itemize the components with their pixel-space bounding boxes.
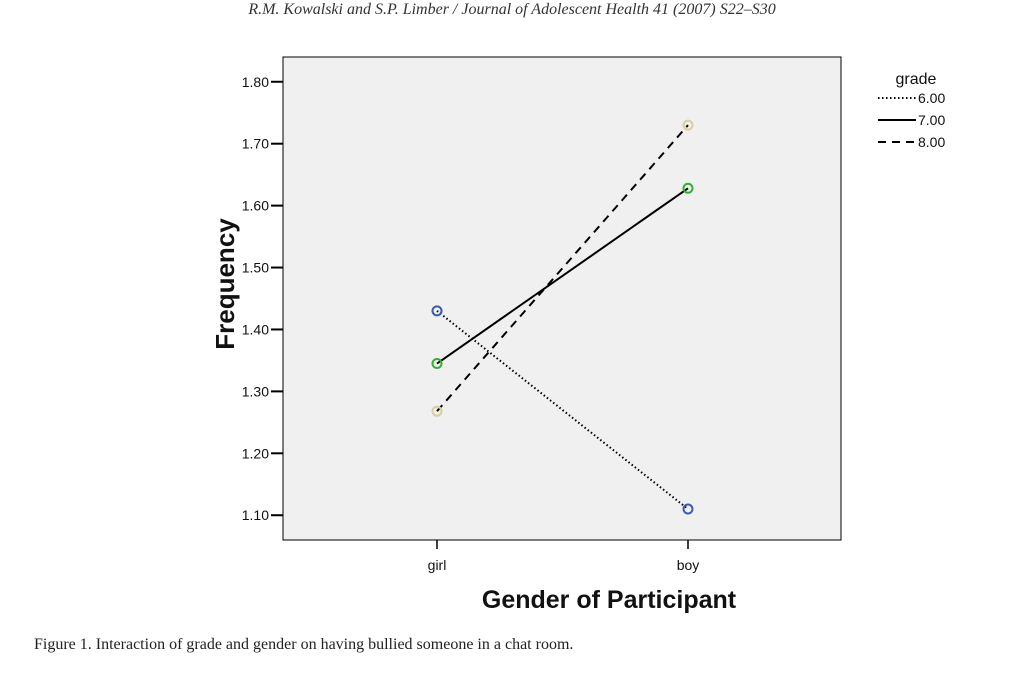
data-point-grade-8.00-boy — [682, 119, 694, 131]
y-tick-label: 1.80 — [242, 74, 269, 90]
data-point-grade-6.00-boy — [682, 503, 694, 515]
legend-label-grade-7.00: 7.00 — [918, 112, 945, 128]
y-tick-label: 1.10 — [242, 507, 269, 523]
series-line-grade-7.00 — [436, 187, 689, 365]
x-tick-label-boy: boy — [677, 557, 700, 573]
legend-label-grade-8.00: 8.00 — [918, 134, 945, 150]
y-tick-label: 1.30 — [242, 383, 269, 399]
data-point-grade-6.00-girl — [431, 305, 443, 317]
series-line-grade-6.00 — [436, 310, 689, 510]
legend-title: grade — [896, 71, 937, 88]
figure-caption: Figure 1. Interaction of grade and gende… — [34, 636, 574, 653]
series-line-grade-8.00 — [436, 124, 689, 412]
y-axis-title: Frequency — [210, 218, 240, 350]
x-axis: girl boy — [428, 540, 700, 573]
x-axis-title: Gender of Participant — [482, 586, 737, 614]
y-axis: 1.10 1.20 1.30 1.40 1.50 1.60 1.70 1.80 — [242, 74, 283, 523]
y-tick-label: 1.20 — [242, 445, 269, 461]
y-tick-label: 1.40 — [242, 321, 269, 337]
data-point-grade-8.00-girl — [431, 405, 443, 417]
y-tick-label: 1.50 — [242, 260, 269, 276]
y-tick-label: 1.70 — [242, 136, 269, 152]
plot-area — [282, 56, 842, 541]
series-group — [431, 119, 694, 515]
data-point-grade-7.00-boy — [682, 182, 694, 194]
y-tick-label: 1.60 — [242, 198, 269, 214]
x-tick-label-girl: girl — [428, 557, 447, 573]
data-point-grade-7.00-girl — [431, 358, 443, 370]
legend-label-grade-6.00: 6.00 — [918, 90, 945, 106]
running-head: R.M. Kowalski and S.P. Limber / Journal … — [248, 1, 776, 18]
legend: grade 6.00 7.00 8.00 — [878, 71, 945, 150]
interaction-line-chart: 1.10 1.20 1.30 1.40 1.50 1.60 1.70 1.80 girl boy… — [210, 56, 945, 614]
